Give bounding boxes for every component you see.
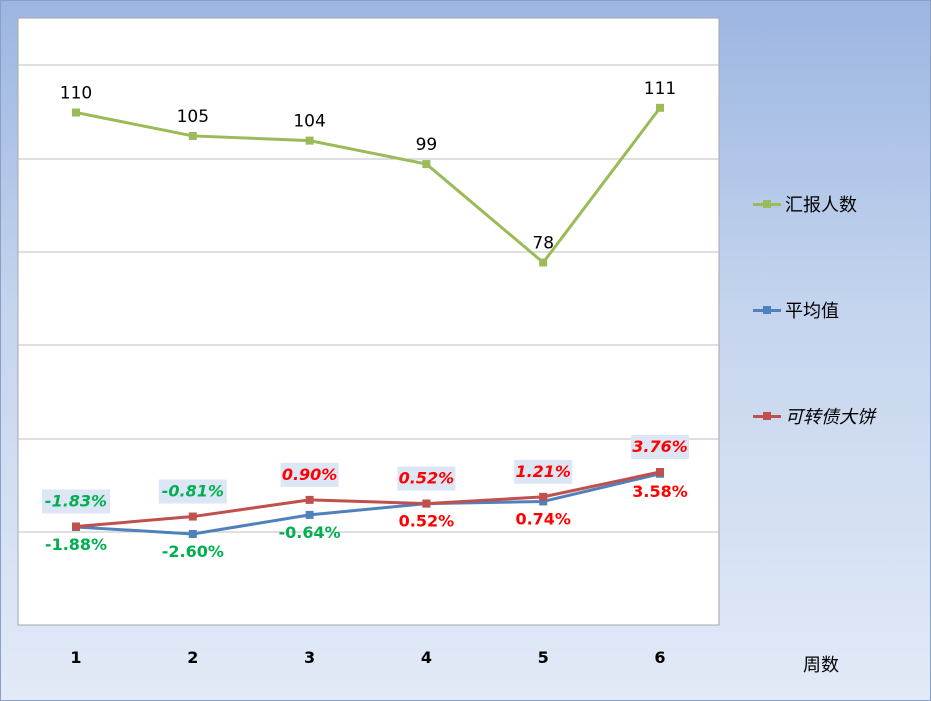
data-point-marker [188,530,197,539]
data-point-marker [305,495,314,504]
data-point-marker [72,522,80,531]
data-point-marker [539,492,548,501]
legend-item-convertible: 可转债大饼 [753,403,875,429]
data-label: 1.21% [515,462,571,481]
data-label: 99 [416,135,438,155]
data-point-marker [422,160,431,169]
data-label-background [42,489,110,514]
data-point-marker [656,467,664,476]
legend-label-average: 平均值 [785,301,839,322]
legend-swatch-average [753,304,781,316]
x-tick-label: 4 [421,648,432,667]
data-label-background [280,462,339,487]
legend-label-convertible: 可转债大饼 [785,407,875,428]
data-point-marker [305,510,314,519]
legend-label-reporters: 汇报人数 [785,195,857,216]
data-point-marker [72,108,80,117]
series-line [75,470,661,528]
data-label: 105 [177,107,209,127]
data-label: 78 [532,234,554,254]
x-tick-label: 1 [70,648,81,667]
data-point-marker [539,497,548,506]
legend-swatch-convertible [753,410,781,422]
data-label: -2.60% [162,542,224,561]
legend-item-reporters: 汇报人数 [753,191,857,217]
data-label: 110 [60,84,92,104]
data-label: 0.74% [515,509,571,528]
plot-area [17,17,720,626]
series-line [75,472,661,536]
data-label: -0.64% [279,523,341,542]
data-label: 0.90% [282,465,338,484]
x-tick-label: 3 [304,648,315,667]
data-label-background [397,466,456,491]
data-label: 111 [644,79,676,99]
data-point-marker [305,136,314,145]
data-label: -1.83% [45,492,107,511]
data-label: -1.88% [45,535,107,554]
data-label-background [158,479,227,504]
x-axis-title: 周数 [803,655,839,676]
data-point-marker [188,512,197,521]
data-label: 104 [293,112,325,132]
x-tick-label: 5 [538,648,549,667]
x-tick-label: 6 [654,648,665,667]
data-point-marker [656,103,664,112]
data-label: 0.52% [399,469,455,488]
data-label-background [514,459,573,484]
data-label: -0.81% [162,482,224,501]
data-label: 3.76% [632,437,688,456]
data-label: 0.52% [399,512,455,531]
legend-swatch-reporters [753,198,781,210]
data-point-marker [539,258,548,267]
x-tick-label: 2 [187,648,198,667]
data-point-marker [422,499,431,508]
data-label-background [631,434,689,459]
series-line [75,106,662,264]
legend-item-average: 平均值 [753,297,839,323]
data-label: 3.58% [632,482,688,501]
data-point-marker [188,131,197,140]
